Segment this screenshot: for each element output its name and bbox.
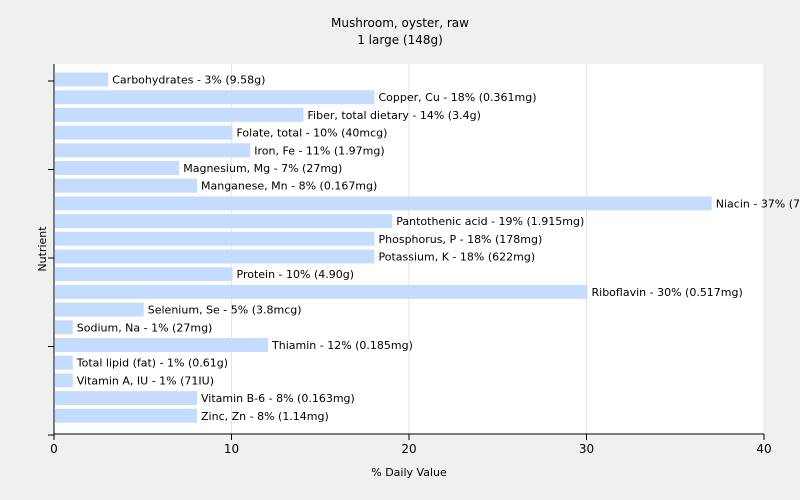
bar [55,391,197,406]
bar-label: Potassium, K - 18% (622mg) [379,251,536,264]
bar-label: Phosphorus, P - 18% (178mg) [379,233,543,246]
x-tick-label: 40 [756,442,771,456]
bar-label: Vitamin B-6 - 8% (0.163mg) [201,392,355,405]
bar-label: Riboflavin - 30% (0.517mg) [592,286,743,299]
bar-label: Sodium, Na - 1% (27mg) [77,321,213,334]
bar [55,355,73,370]
bar-label: Copper, Cu - 18% (0.361mg) [379,91,537,104]
bar [55,196,712,211]
bar [55,161,180,175]
bar [55,214,393,229]
bar-label: Carbohydrates - 3% (9.58g) [112,74,265,87]
x-axis-title: % Daily Value [371,466,447,479]
bars-group: Carbohydrates - 3% (9.58g) Copper, Cu - 1… [55,72,800,423]
bar-label: Niacin - 37% (7.335mg) [716,197,800,210]
bar-label: Zinc, Zn - 8% (1.14mg) [201,410,329,423]
bar [55,143,251,158]
bar [55,284,588,299]
bar [55,320,73,335]
bar-label: Folate, total - 10% (40mcg) [237,127,388,140]
bar [55,302,144,317]
x-tick-label: 0 [50,442,58,456]
bar [55,249,375,264]
bar [55,267,233,282]
bar [55,72,109,87]
bar-label: Total lipid (fat) - 1% (0.61g) [76,357,228,370]
bar-label: Thiamin - 12% (0.185mg) [271,339,413,352]
axes-group: 0 10 20 30 40 [48,64,772,456]
bar-label: Magnesium, Mg - 7% (27mg) [183,162,342,175]
chart-title: Mushroom, oyster, raw [331,16,469,30]
bar-label: Pantothenic acid - 19% (1.915mg) [396,215,584,228]
bar [55,178,197,193]
bar [55,373,73,388]
bar [55,125,233,140]
bar [55,338,268,352]
bar-label: Fiber, total dietary - 14% (3.4g) [308,109,481,122]
y-axis-title: Nutrient [36,226,49,272]
bar-label: Selenium, Se - 5% (3.8mcg) [148,304,302,317]
bar [55,231,375,246]
bar [55,408,197,423]
chart-subtitle: 1 large (148g) [357,33,443,47]
x-tick-label: 30 [579,442,594,456]
x-tick-label: 20 [401,442,416,456]
bar [55,90,375,105]
bar-label: Manganese, Mn - 8% (0.167mg) [201,180,377,193]
bar-label: Protein - 10% (4.90g) [237,268,355,281]
x-tick-label: 10 [224,442,239,456]
bar [55,107,304,122]
bar-label: Iron, Fe - 11% (1.97mg) [254,144,384,157]
bar-label: Vitamin A, IU - 1% (71IU) [77,374,214,387]
